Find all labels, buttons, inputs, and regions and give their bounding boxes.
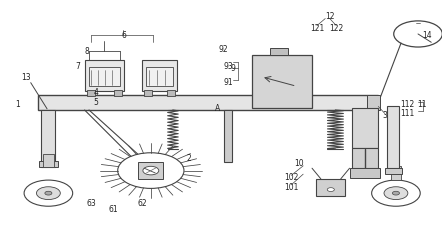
Circle shape — [392, 191, 400, 195]
Text: 13: 13 — [22, 73, 31, 82]
Bar — [167, 90, 175, 96]
Bar — [114, 90, 122, 96]
Text: 92: 92 — [219, 45, 229, 54]
Text: 12: 12 — [325, 12, 334, 21]
Text: 9: 9 — [230, 64, 235, 73]
Text: 1: 1 — [15, 100, 20, 109]
Bar — [224, 110, 232, 162]
Bar — [147, 67, 173, 86]
Bar — [85, 60, 124, 91]
Text: 101: 101 — [284, 183, 299, 192]
Bar — [43, 154, 54, 167]
Bar — [387, 106, 400, 168]
Bar — [352, 108, 378, 148]
Bar — [142, 60, 177, 91]
Text: 102: 102 — [284, 173, 299, 182]
Text: 91: 91 — [223, 78, 233, 87]
Text: 2: 2 — [186, 154, 191, 163]
Text: 5: 5 — [93, 98, 98, 107]
Text: A: A — [215, 103, 221, 113]
Text: 122: 122 — [329, 23, 343, 33]
Text: 112: 112 — [400, 100, 414, 109]
Text: 63: 63 — [86, 199, 96, 208]
Bar — [41, 110, 55, 167]
Circle shape — [384, 187, 408, 200]
Text: 14: 14 — [422, 31, 431, 40]
Text: 7: 7 — [76, 61, 81, 71]
Bar — [89, 67, 120, 86]
Text: 4: 4 — [93, 88, 98, 97]
Bar — [87, 90, 95, 96]
Text: 8: 8 — [85, 47, 89, 56]
Bar — [144, 90, 152, 96]
Text: 10: 10 — [294, 159, 303, 168]
Circle shape — [45, 191, 52, 195]
Bar — [39, 161, 58, 167]
Bar — [38, 95, 378, 110]
Bar — [385, 168, 402, 174]
Bar — [352, 148, 378, 168]
Bar — [367, 95, 381, 110]
Bar — [253, 55, 312, 108]
Bar — [350, 168, 381, 178]
Circle shape — [327, 188, 334, 191]
Circle shape — [36, 187, 60, 200]
Circle shape — [24, 180, 73, 206]
Text: 93: 93 — [223, 61, 233, 71]
Circle shape — [394, 21, 442, 47]
Bar — [391, 166, 401, 180]
Bar — [270, 48, 288, 55]
Text: 62: 62 — [137, 199, 147, 208]
Circle shape — [118, 153, 184, 188]
Circle shape — [372, 180, 420, 206]
Text: 121: 121 — [310, 23, 324, 33]
Bar — [139, 162, 163, 179]
Text: 61: 61 — [109, 205, 118, 214]
Circle shape — [143, 166, 159, 175]
Bar — [316, 179, 345, 196]
Text: 111: 111 — [400, 109, 414, 118]
Text: 3: 3 — [382, 111, 387, 120]
Text: 11: 11 — [418, 100, 427, 109]
Text: 6: 6 — [121, 31, 126, 40]
